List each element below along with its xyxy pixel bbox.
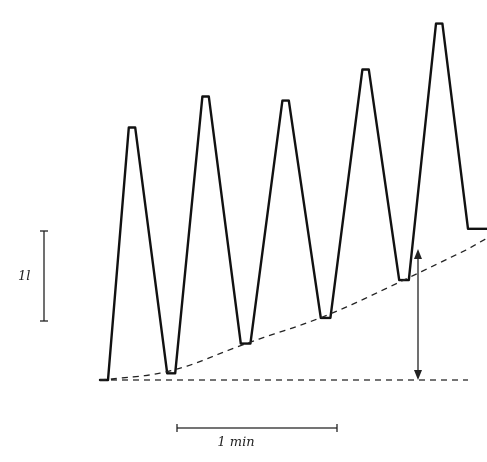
arrowhead-down-icon bbox=[414, 370, 422, 380]
volume-trace bbox=[98, 22, 487, 382]
end-expiratory-dashed-curve bbox=[99, 237, 487, 381]
time-scale-label: 1 min bbox=[217, 435, 254, 450]
volume-scale-label: 1l bbox=[18, 269, 30, 284]
arrowhead-up-icon bbox=[414, 249, 422, 260]
time-scale-bar: 1 min bbox=[176, 424, 338, 450]
volume-change-arrow bbox=[414, 249, 422, 380]
volume-scale-bar: 1l bbox=[18, 230, 48, 322]
